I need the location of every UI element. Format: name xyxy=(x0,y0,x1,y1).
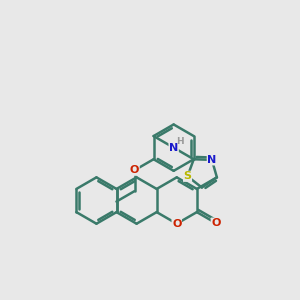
Text: O: O xyxy=(211,218,220,228)
Text: S: S xyxy=(184,171,191,181)
Text: O: O xyxy=(172,219,182,229)
Text: N: N xyxy=(207,155,217,165)
Text: O: O xyxy=(130,165,139,175)
Text: H: H xyxy=(176,136,184,146)
Text: N: N xyxy=(169,143,178,153)
